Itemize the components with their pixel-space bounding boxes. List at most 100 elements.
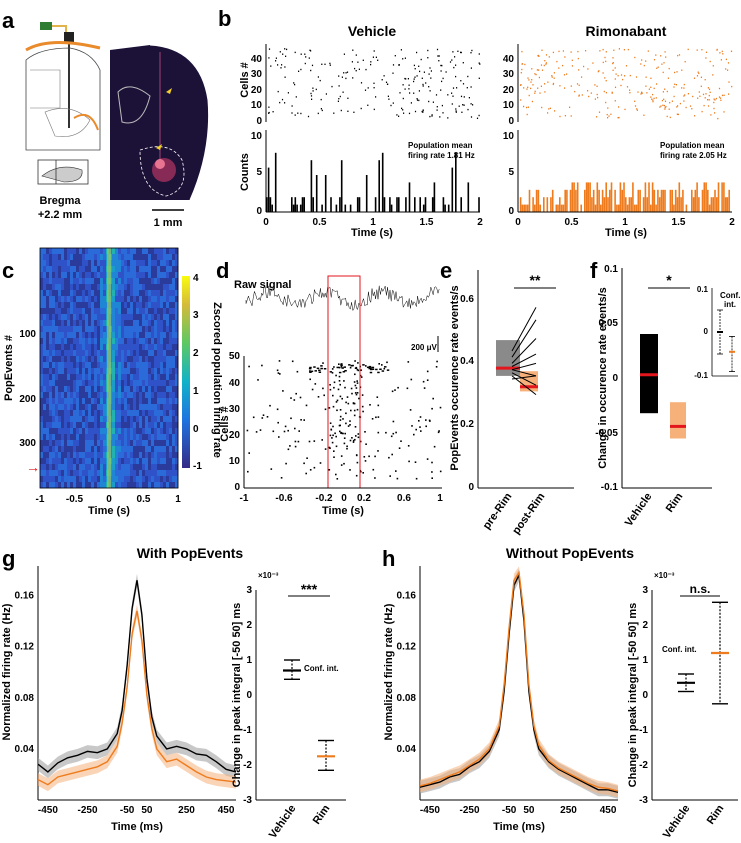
heatmap-cell	[142, 326, 146, 333]
histogram-bar	[455, 152, 457, 212]
heatmap-cell	[130, 434, 134, 441]
spike-mark	[399, 92, 401, 94]
spike-mark	[652, 93, 654, 96]
heatmap-cell	[124, 470, 128, 477]
spike-mark	[377, 450, 379, 452]
spike-mark	[683, 87, 685, 89]
heatmap-cell	[136, 248, 140, 255]
histogram-bar	[674, 189, 677, 212]
d-xtick: -1	[240, 493, 249, 504]
heatmap-cell	[142, 434, 146, 441]
heatmap-cell	[85, 344, 89, 351]
heatmap-cell	[49, 428, 53, 435]
spike-mark	[345, 77, 347, 80]
heatmap-cell	[160, 314, 164, 321]
spike-mark	[697, 71, 699, 73]
spike-mark	[679, 102, 681, 105]
heatmap-cell	[157, 326, 161, 333]
heatmap-cell	[67, 392, 71, 399]
heatmap-cell	[154, 428, 158, 435]
heatmap-cell	[115, 302, 119, 309]
heatmap-cell	[58, 428, 62, 435]
panel-a-schematic: Bregma +2.2 mm 1 mm	[25, 22, 210, 229]
rim-time-label: Time (s)	[605, 227, 647, 239]
spike-mark	[457, 50, 459, 52]
heatmap-cell	[172, 332, 176, 339]
spike-mark	[356, 392, 359, 394]
heatmap-cell	[169, 446, 173, 453]
heatmap-cell	[91, 308, 95, 315]
heatmap-cell	[46, 452, 50, 459]
spike-mark	[447, 117, 449, 119]
heatmap-cell	[40, 380, 44, 387]
heatmap-cell	[43, 344, 47, 351]
spike-mark	[634, 56, 636, 59]
histogram-bar	[617, 204, 620, 212]
heatmap-cell	[118, 332, 122, 339]
heatmap-cell	[76, 380, 80, 387]
heatmap-cell	[70, 260, 74, 267]
heatmap-cell	[154, 380, 158, 387]
heatmap-cell	[172, 440, 176, 447]
heatmap-cell	[115, 362, 119, 369]
heatmap-cell	[79, 428, 83, 435]
heatmap-cell	[76, 392, 80, 399]
heatmap-cell	[148, 464, 152, 471]
voltage-scale-label: 200 μV	[411, 343, 437, 352]
heatmap-cell	[97, 392, 101, 399]
spike-mark	[336, 399, 339, 402]
spike-mark	[349, 420, 351, 422]
spike-mark	[321, 109, 323, 112]
spike-mark	[617, 117, 619, 119]
heatmap-cell	[103, 368, 107, 375]
heatmap-cell	[124, 308, 128, 315]
heatmap-cell	[127, 452, 131, 459]
spike-mark	[365, 443, 367, 445]
heatmap-cell	[82, 452, 86, 459]
heatmap-cell	[160, 428, 164, 435]
heatmap-cell	[112, 452, 116, 459]
heatmap-cell	[145, 368, 149, 375]
heatmap-cell	[130, 320, 134, 327]
heatmap-cell	[43, 398, 47, 405]
heatmap-cell	[91, 410, 95, 417]
spike-mark	[367, 87, 369, 89]
spike-mark	[294, 114, 296, 116]
heatmap-cell	[112, 392, 116, 399]
heatmap-cell	[58, 254, 62, 261]
heatmap-cell	[88, 386, 92, 393]
spike-mark	[408, 88, 410, 90]
spike-mark	[268, 111, 270, 114]
e-xtick: post-Rim	[510, 491, 547, 537]
spike-mark	[455, 108, 457, 110]
spike-mark	[534, 73, 536, 75]
heatmap-cell	[151, 344, 155, 351]
spike-mark	[277, 372, 280, 374]
heatmap-cell	[166, 278, 170, 285]
heatmap-cell	[49, 284, 53, 291]
heatmap-cell	[148, 272, 152, 279]
heatmap-cell	[43, 410, 47, 417]
spike-mark	[692, 95, 694, 98]
spike-mark	[305, 56, 307, 58]
heatmap-cell	[136, 440, 140, 447]
heatmap-cell	[58, 290, 62, 297]
spike-mark	[308, 57, 310, 59]
heatmap-cell	[169, 296, 173, 303]
spike-mark	[636, 108, 638, 110]
heatmap-cell	[103, 248, 107, 255]
heatmap-cell	[142, 356, 146, 363]
heatmap-cell	[139, 452, 143, 459]
spike-mark	[370, 368, 373, 371]
heatmap-cell	[154, 434, 158, 441]
histogram-bar	[671, 189, 674, 212]
spike-mark	[598, 70, 600, 72]
heatmap-cell	[136, 272, 140, 279]
h-right-ytick: -3	[639, 795, 648, 806]
heatmap-cell	[82, 428, 86, 435]
heatmap-cell	[73, 374, 77, 381]
heatmap-cell	[91, 320, 95, 327]
heatmap-cell	[91, 440, 95, 447]
spike-mark	[290, 397, 292, 399]
heatmap-cell	[160, 308, 164, 315]
